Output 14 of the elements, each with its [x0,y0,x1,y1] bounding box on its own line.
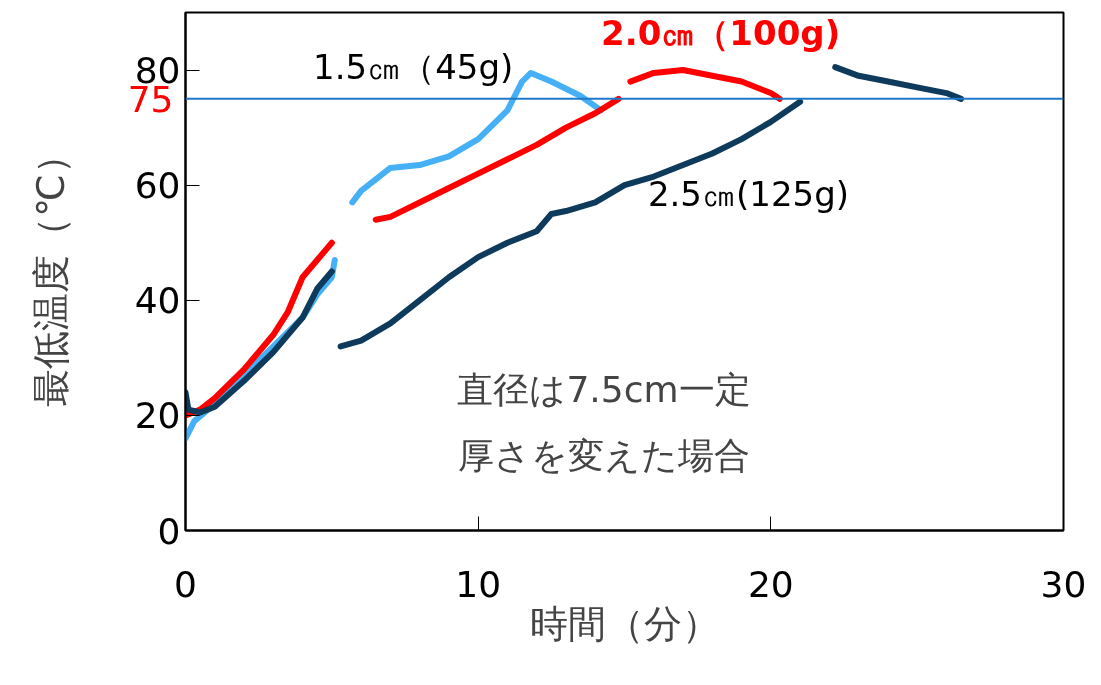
y-tick-label: 20 [134,395,181,437]
series-label: 2.5㎝(125g) [647,173,849,214]
annotation: 直径は7.5cm一定 [457,368,751,410]
y-axis-title: 最低温度（℃） [28,136,73,407]
series-label: 1.5㎝（45g) [313,47,514,88]
annotation: 厚さを変えた場合 [458,435,751,477]
x-tick-label: 20 [747,563,794,605]
y-tick-label: 0 [157,510,181,552]
y-tick-label: 60 [134,165,181,207]
series-label: 2.0㎝（100g) [601,12,841,53]
y-tick-label: 40 [134,280,181,322]
x-tick-label: 10 [455,563,502,605]
x-tick-label: 30 [1040,563,1087,605]
x-axis-title: 時間（分） [529,601,720,646]
